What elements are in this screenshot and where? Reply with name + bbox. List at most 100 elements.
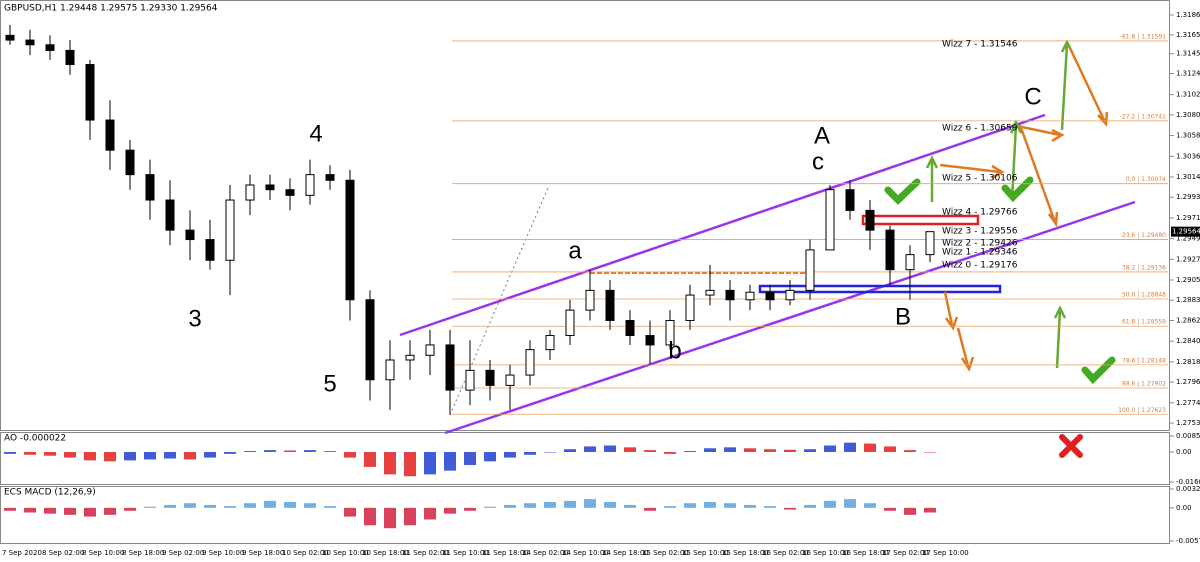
macd-bar [124,507,136,511]
wizz-label: Wizz 1 - 1.29346 [942,248,1018,258]
candle-body [45,44,55,51]
macd-bar [664,506,676,508]
wizz-label: Wizz 2 - 1.29426 [942,239,1018,249]
candle-body [265,184,275,191]
y-tick-label: 1.29270 [1176,255,1200,263]
arrow-right [1021,125,1065,143]
candle-body [645,335,655,346]
y-tick-label: 1.31245 [1176,69,1200,77]
macd-bar [804,504,816,508]
macd-bar [384,507,396,529]
candle-body [525,349,535,376]
x-tick-label: 9 Sep 02:00 [162,549,204,557]
x-tick-label: 17 Sep 10:00 [922,549,969,557]
candle-body [765,291,775,301]
ao-bar [4,451,16,454]
macd-bar [484,506,496,508]
ao-bar [324,451,336,452]
ao-bar [604,445,616,452]
macd-bar [144,506,156,508]
candle-body [705,289,715,296]
wave-label: b [668,337,681,364]
ao-bar [784,449,796,452]
ao-bar [344,451,356,458]
candle-body [445,344,455,391]
ao-bar [724,447,736,452]
ao-bar [564,449,576,452]
x-tick-label: 8 Sep 18:00 [122,549,164,557]
wizz-label: Wizz 5 - 1.30106 [942,174,1018,184]
arrow-down [1018,124,1059,228]
ao-bar [44,451,56,456]
candle-body [145,174,155,201]
checkmarks [884,176,1116,385]
candle-body [845,189,855,211]
x-tick-label: 16 Sep 18:00 [842,549,889,557]
x-tick-label: 16 Sep 10:00 [802,549,849,557]
wizz-label: Wizz 6 - 1.30659 [942,124,1018,134]
candle-body [905,254,915,271]
candle-body [465,369,475,391]
y-tick-label: 1.28835 [1176,296,1200,304]
macd-bar [424,507,436,520]
y-tick-label: 1.27745 [1176,399,1200,407]
macd-bar [164,504,176,508]
ao-bar [864,443,876,452]
candle-body [785,289,795,301]
arrow-up [1009,118,1023,201]
candle-body [505,374,515,386]
channel-lower [444,200,1136,435]
x-tick-label: 11 Sep 02:00 [402,549,449,557]
y-tick-label: 1.28620 [1176,316,1200,324]
fib-label: 100.0 | 1.27623 [1118,407,1166,414]
y-tick-label: 1.31020 [1176,91,1200,99]
ao-bar [384,451,396,475]
ao-bar [244,451,256,452]
current-price-label: 1.29564 [1172,228,1200,236]
wave-label: C [1024,83,1041,110]
wave-label: 5 [323,370,336,397]
ao-bar [284,450,296,452]
x-tick-label: 8 Sep 10:00 [82,549,124,557]
candle-body [745,291,755,301]
candle-body [405,354,415,361]
checkmark [884,178,921,205]
fib-label: 38.2 | 1.29136 [1122,264,1166,271]
wave-label: B [895,303,911,330]
candle-body [565,309,575,337]
candle-body [625,319,635,337]
macd-bar [524,503,536,508]
checkmark [1081,356,1116,385]
ao-bar [404,451,416,477]
ao-bar [664,451,676,454]
fib-label: 0.0 | 1.30074 [1126,176,1166,183]
arrow-up [1060,39,1074,131]
macd-bar [584,499,596,508]
candle-body [585,289,595,311]
ao-bar [844,442,856,452]
y-tick-label: 1.27530 [1176,419,1200,427]
candle-body [105,119,115,151]
arrow-right [939,163,1005,180]
fib-label: 23.6 | 1.29480 [1122,232,1166,239]
y-tick-label: 1.31655 [1176,31,1200,39]
x-tick-label: 17 Sep 02:00 [882,549,929,557]
ao-bar [84,451,96,461]
channel-upper [399,113,1046,337]
ao-bar [464,451,476,466]
ao-bar [264,450,276,452]
ao-bar [764,449,776,452]
macd-bar [564,500,576,508]
y-tick-label: 1.28400 [1176,337,1200,345]
wizz-label: Wizz 4 - 1.29766 [942,208,1018,218]
macd-bar [44,507,56,514]
macd-bar [544,502,556,508]
candle-body [205,239,215,261]
macd-bar [684,503,696,508]
x-tick-label: 16 Sep 02:00 [762,549,809,557]
ao-bar [224,451,236,454]
wave-label: A [814,122,830,149]
macd-bar [644,507,656,511]
macd-bar [604,502,616,508]
